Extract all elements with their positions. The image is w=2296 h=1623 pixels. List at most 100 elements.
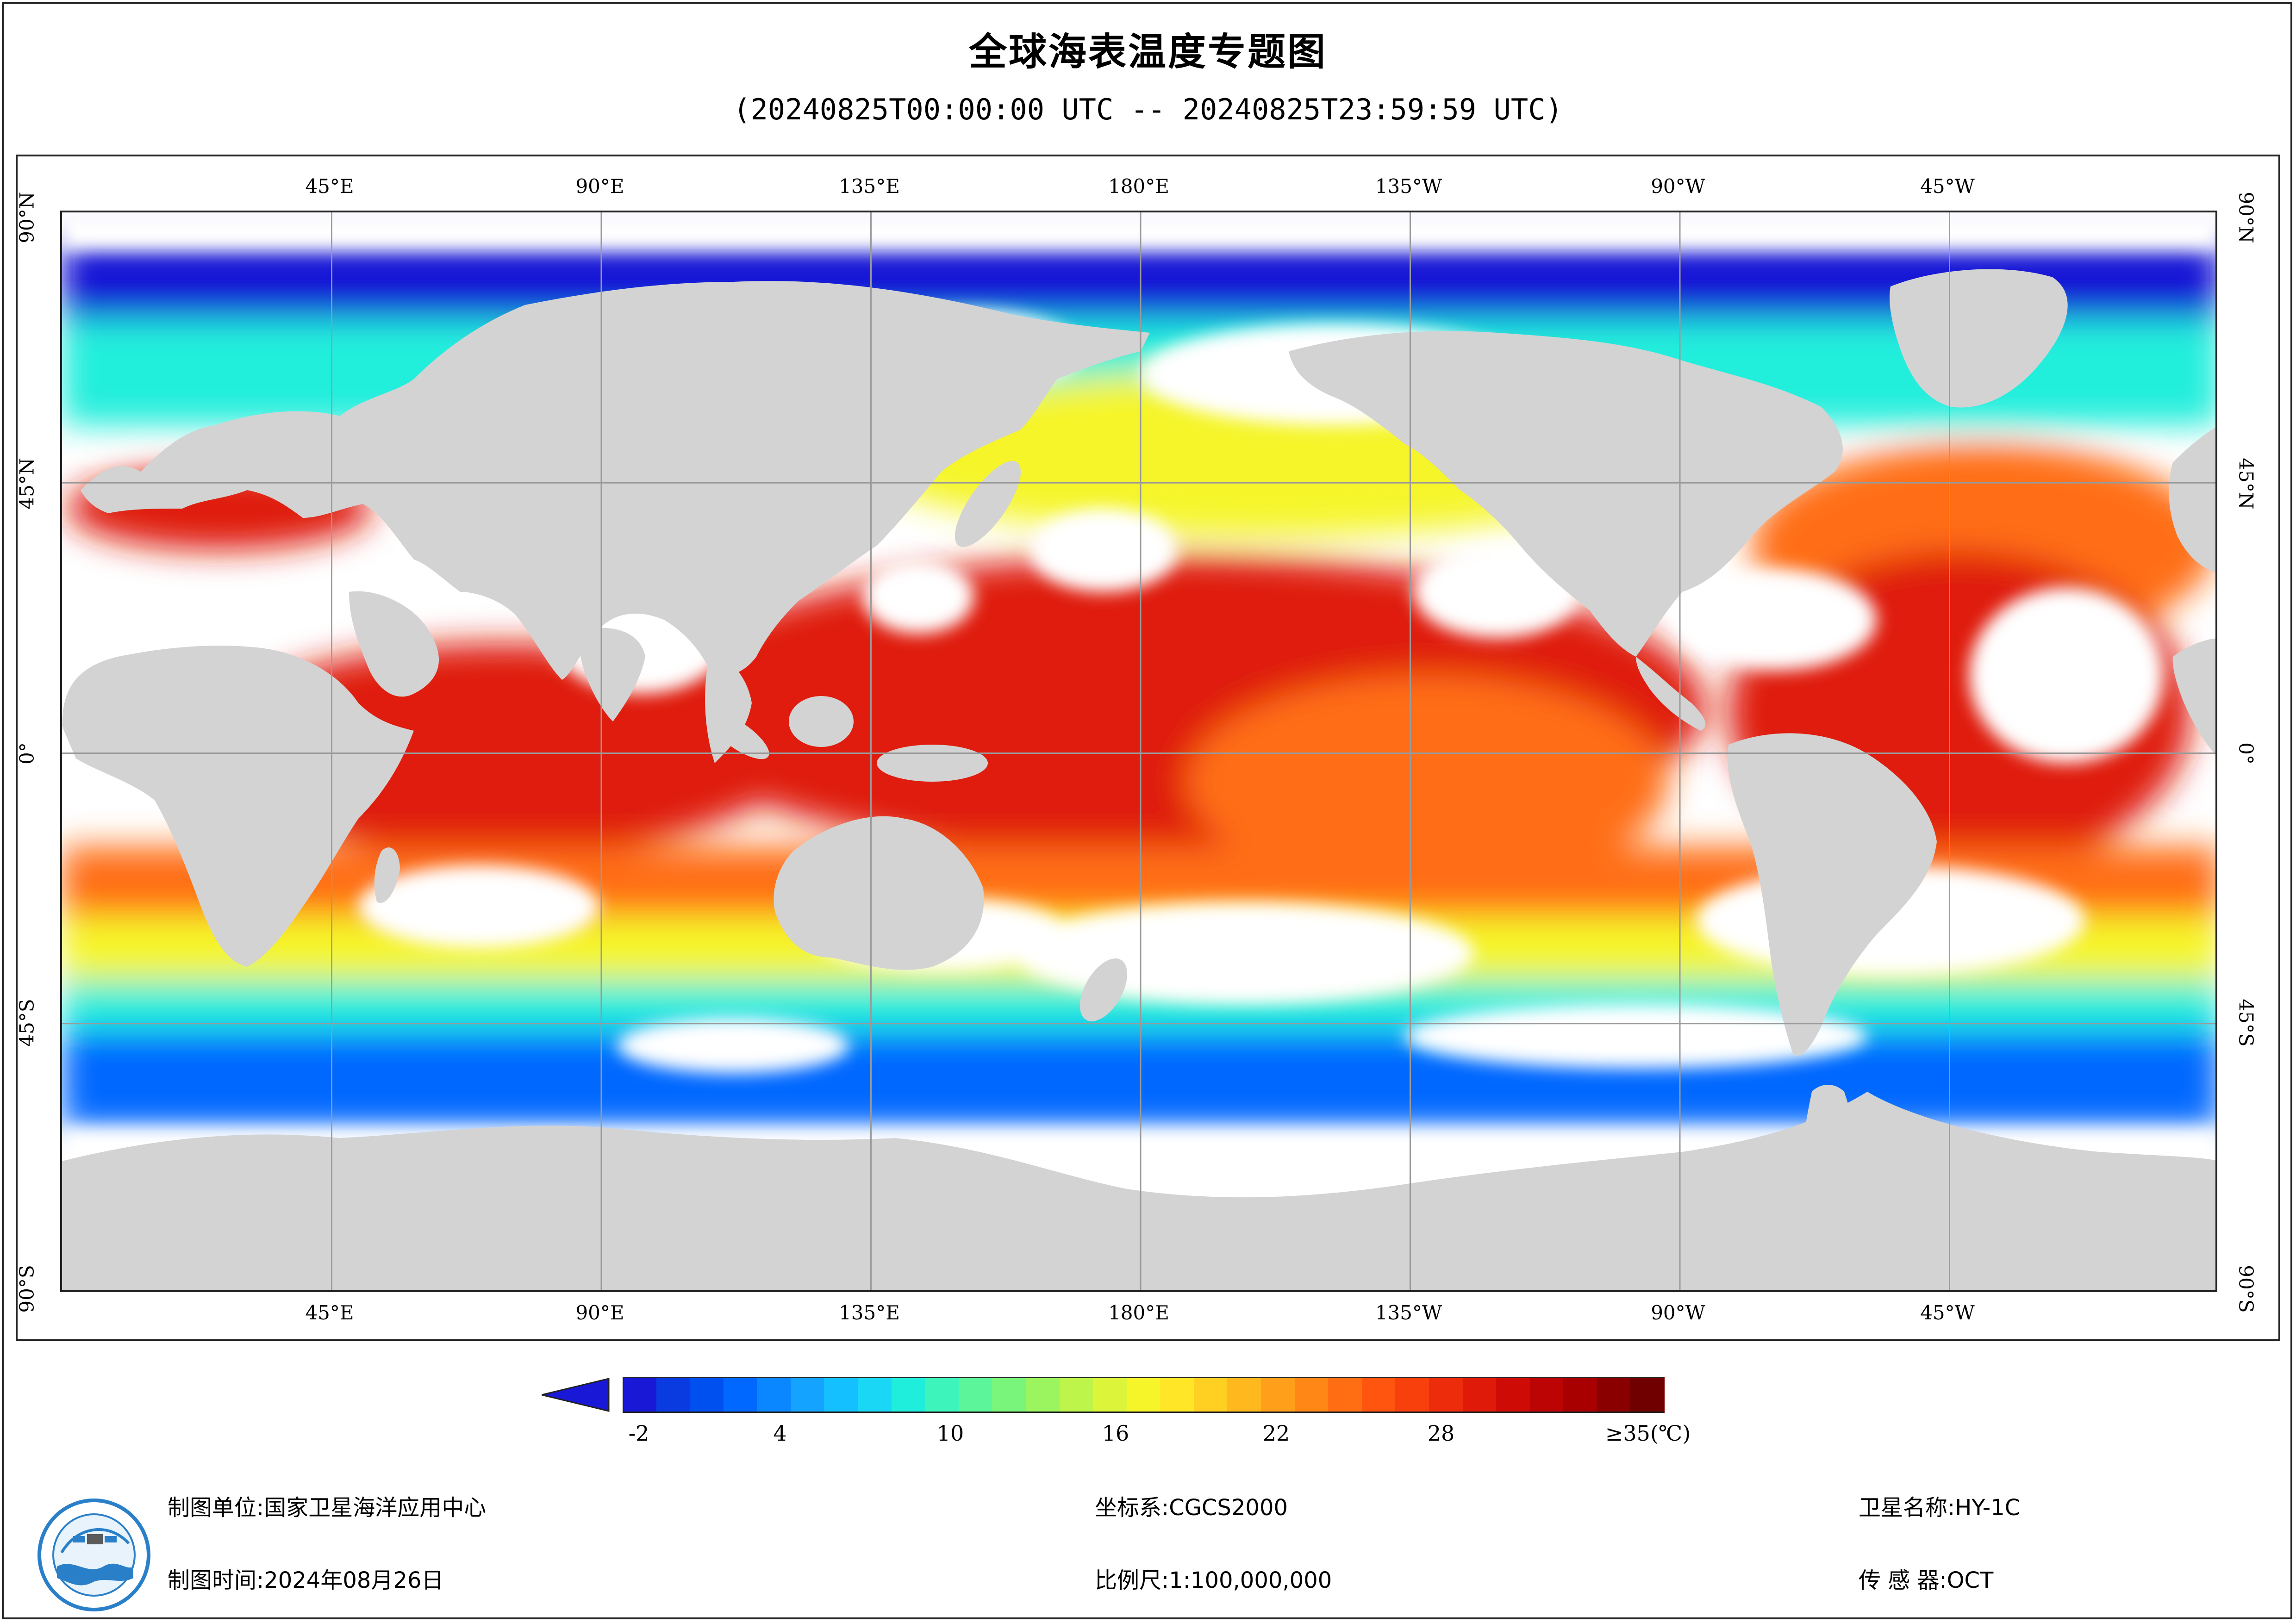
colorbar-segment: [1529, 1377, 1564, 1413]
colorbar-segment: [623, 1377, 657, 1413]
lat-label-right-90s: 90°S: [2234, 1265, 2258, 1313]
land-central-america: [1636, 657, 1706, 731]
colorbar-segment: [1496, 1377, 1530, 1413]
crs-label: 坐标系:: [1095, 1495, 1169, 1521]
colorbar-segment: [1193, 1377, 1228, 1413]
colorbar-segment: [858, 1377, 892, 1413]
lon-label-top-180e: 180°E: [1108, 175, 1169, 198]
colorbar-segment: [891, 1377, 926, 1413]
lat-label-right-0: 0°: [2234, 742, 2258, 765]
colorbar-segment: [1227, 1377, 1262, 1413]
land-europe-west: [2169, 427, 2215, 572]
lon-label-bottom-180e: 180°E: [1108, 1301, 1169, 1324]
lat-label-left-45n: 45°N: [15, 458, 38, 510]
land-india: [580, 628, 645, 721]
sst-map[interactable]: [60, 211, 2217, 1292]
sensor-value: OCT: [1947, 1567, 1994, 1593]
map-frame: [16, 155, 2280, 1341]
colorbar-tick-4: 4: [773, 1421, 787, 1446]
lon-label-bottom-135e: 135°E: [839, 1301, 900, 1324]
lat-label-right-90n: 90°N: [2234, 192, 2258, 243]
land-greenland: [1890, 269, 2068, 408]
lon-label-bottom-45e: 45°E: [305, 1301, 354, 1324]
colorbar-segment: [723, 1377, 758, 1413]
land-north-america: [1289, 331, 1843, 657]
land-new-guinea: [877, 745, 988, 782]
lat-label-left-90n: 90°N: [15, 192, 38, 243]
colorbar-segment: [958, 1377, 993, 1413]
land-sumatra: [706, 711, 769, 759]
lon-label-bottom-90e: 90°E: [575, 1301, 624, 1324]
lat-label-right-45n: 45°N: [2234, 458, 2258, 510]
colorbar-tick-28: 28: [1427, 1421, 1455, 1446]
lat-label-left-90s: 90°S: [15, 1265, 38, 1313]
lon-label-bottom-45w: 45°W: [1920, 1301, 1975, 1324]
crs-value: CGCS2000: [1169, 1495, 1288, 1521]
producer-value: 国家卫星海洋应用中心: [264, 1495, 487, 1521]
sst-east-pacific: [1187, 675, 1668, 888]
colorbar-segment: [1025, 1377, 1060, 1413]
colorbar-segment: [1059, 1377, 1094, 1413]
lat-label-left-45s: 45°S: [15, 999, 38, 1047]
land-masses: [62, 269, 2215, 1290]
lon-label-top-45w: 45°W: [1920, 175, 1975, 198]
lon-label-top-90w: 90°W: [1651, 175, 1705, 198]
colorbar-segment: [1429, 1377, 1463, 1413]
colorbar-tick-22: 22: [1262, 1421, 1290, 1446]
colorbar-segment: [790, 1377, 825, 1413]
satellite-label: 卫星名称:: [1859, 1495, 1955, 1521]
scale-label: 比例尺:: [1095, 1567, 1169, 1593]
colorbar-segment: [925, 1377, 959, 1413]
date-value: 2024年08月26日: [264, 1567, 444, 1593]
colorbar-segment: [992, 1377, 1026, 1413]
colorbar-tick-10: 10: [936, 1421, 964, 1446]
lat-label-left-0: 0°: [15, 742, 38, 765]
scale-value: 1:100,000,000: [1169, 1567, 1332, 1593]
map-title: 全球海表温度专题图: [968, 30, 1327, 74]
satellite-info: 卫星名称:HY-1C: [1859, 1489, 2020, 1522]
satellite-value: HY-1C: [1955, 1495, 2021, 1521]
lon-label-top-45e: 45°E: [305, 175, 354, 198]
lat-label-right-45s: 45°S: [2234, 999, 2258, 1047]
sst-map-svg: [62, 212, 2215, 1290]
land-antarctica: [62, 1092, 2215, 1290]
colorbar-segment: [690, 1377, 724, 1413]
colorbar-segment: [656, 1377, 691, 1413]
lon-label-top-90e: 90°E: [575, 175, 624, 198]
lon-label-bottom-90w: 90°W: [1651, 1301, 1705, 1324]
land-south-america: [1728, 733, 1937, 1056]
colorbar-segment: [1093, 1377, 1127, 1413]
land-arabia: [349, 591, 439, 697]
colorbar-segment: [1395, 1377, 1429, 1413]
land-africa-west: [2172, 638, 2215, 755]
colorbar-tick-16: 16: [1102, 1421, 1129, 1446]
colorbar-segment: [1563, 1377, 1597, 1413]
sensor-info: 传 感 器:OCT: [1859, 1562, 1993, 1594]
date-info: 制图时间:2024年08月26日: [168, 1562, 444, 1594]
date-label: 制图时间:: [168, 1567, 264, 1593]
colorbar-low-arrow: [542, 1378, 610, 1412]
colorbar-segment: [757, 1377, 791, 1413]
colorbar-segment: [1294, 1377, 1329, 1413]
colorbar-segment: [1630, 1377, 1665, 1413]
land-new-zealand: [1079, 958, 1128, 1021]
graticule-lines: [62, 212, 2215, 1290]
land-australia: [774, 816, 984, 970]
land-indochina: [705, 652, 752, 763]
colorbar-segment: [1160, 1377, 1194, 1413]
lon-label-top-135e: 135°E: [839, 175, 900, 198]
producer-info: 制图单位:国家卫星海洋应用中心: [168, 1489, 486, 1522]
sst-arctic-band: [62, 240, 2215, 319]
colorbar-segment: [1328, 1377, 1362, 1413]
land-eurasia: [81, 281, 1150, 680]
nsoas-logo-icon: [37, 1499, 150, 1611]
colorbar-segment: [1361, 1377, 1396, 1413]
colorbar-segment: [1462, 1377, 1497, 1413]
land-borneo: [789, 696, 854, 747]
colorbar-tick-35: ≥35(℃): [1605, 1421, 1691, 1446]
colorbar-tick-minus2: -2: [628, 1421, 649, 1446]
colorbar-segment: [1261, 1377, 1295, 1413]
producer-label: 制图单位:: [168, 1495, 264, 1521]
scale-info: 比例尺:1:100,000,000: [1095, 1562, 1332, 1594]
